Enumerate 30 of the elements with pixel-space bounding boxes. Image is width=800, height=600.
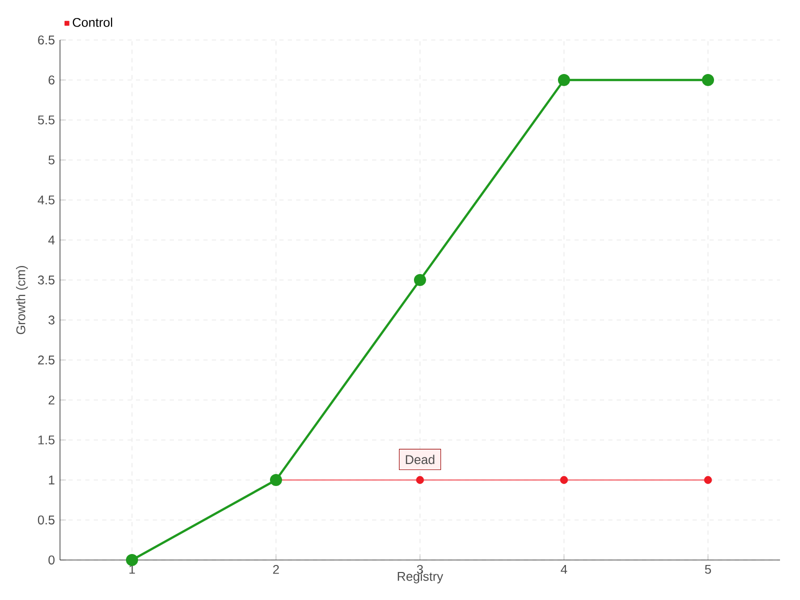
point xyxy=(126,554,138,566)
y-tick-label: 2.5 xyxy=(38,356,54,364)
y-tick-label: 1.5 xyxy=(38,436,54,444)
y-tick-label: 6.5 xyxy=(38,36,54,44)
x-tick-label: 2 xyxy=(273,564,279,574)
point xyxy=(704,476,712,484)
point xyxy=(414,274,426,286)
point xyxy=(702,74,714,86)
y-tick-label: 3.5 xyxy=(38,276,54,284)
y-tick-label: 0.5 xyxy=(38,516,54,524)
y-tick-label: 4 xyxy=(48,236,55,244)
point xyxy=(270,474,282,486)
y-tick-label: 4.5 xyxy=(38,196,54,204)
y-tick-label: 0 xyxy=(48,556,55,564)
y-axis-title: Growth (cm) xyxy=(16,266,28,334)
point xyxy=(560,476,568,484)
x-tick-label: 1 xyxy=(129,564,135,574)
x-tick-label: 3 xyxy=(416,564,423,574)
point xyxy=(558,74,570,86)
x-tick-label: 5 xyxy=(704,564,711,574)
y-tick-label: 5 xyxy=(48,156,54,164)
y-tick-label: 2 xyxy=(48,396,54,404)
x-axis-title: Registry xyxy=(398,572,444,584)
x-tick-label: 4 xyxy=(560,564,568,574)
y-tick-label: 3 xyxy=(48,316,54,324)
y-tick-label: 5.5 xyxy=(38,116,54,124)
annotation: Dead xyxy=(406,454,434,464)
y-tick-label: 1 xyxy=(48,476,54,484)
legend-label: Control xyxy=(72,18,112,27)
y-tick-label: 6 xyxy=(48,76,54,84)
